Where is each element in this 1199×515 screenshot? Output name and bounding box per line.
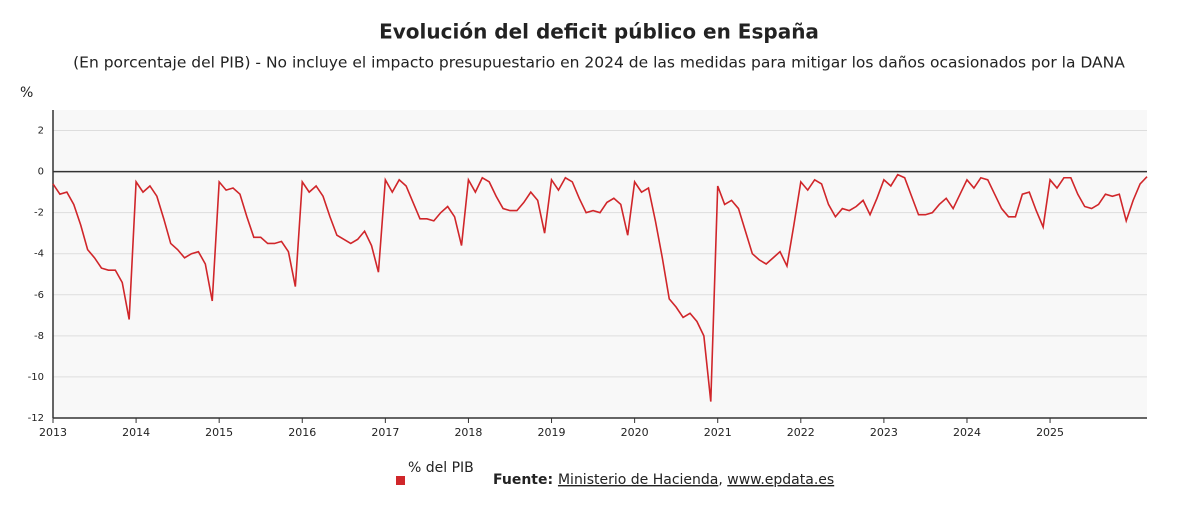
y-tick-label: -10: [28, 372, 44, 383]
data-line: [52, 173, 1148, 402]
x-tick-label: 2014: [122, 426, 150, 439]
y-tick-label: 0: [38, 167, 44, 178]
y-tick-label: -8: [34, 331, 44, 342]
y-tick-label: -2: [34, 208, 44, 219]
x-tick-label: 2015: [205, 426, 233, 439]
legend-swatch: [396, 476, 405, 485]
x-tick-label: 2019: [538, 426, 566, 439]
x-tick-label: 2024: [953, 426, 981, 439]
legend-label: % del PIB: [408, 460, 474, 476]
x-tick-label: 2023: [870, 426, 898, 439]
source-label: Fuente:: [493, 472, 553, 488]
source-site[interactable]: www.epdata.es: [727, 472, 834, 488]
y-tick-label: 2: [38, 126, 44, 137]
x-tick-label: 2020: [621, 426, 649, 439]
y-tick-label: -4: [34, 249, 44, 260]
x-tick-label: 2017: [371, 426, 399, 439]
source-label: Fuente: Ministerio de Hacienda, www.epda…: [493, 472, 834, 488]
y-axis-label: %: [20, 85, 33, 101]
chart-subtitle: (En porcentaje del PIB) - No incluye el …: [73, 54, 1125, 72]
plot-area: [53, 110, 1147, 418]
x-tick-label: 2016: [288, 426, 316, 439]
x-tick-label: 2013: [39, 426, 67, 439]
x-tick-label: 2025: [1036, 426, 1064, 439]
y-tick-label: -12: [28, 413, 44, 424]
x-tick-label: 2018: [454, 426, 482, 439]
x-tick-label: 2022: [787, 426, 815, 439]
x-tick-label: 2021: [704, 426, 732, 439]
chart-title: Evolución del deficit público en España: [379, 20, 819, 44]
source-name[interactable]: Ministerio de Hacienda: [558, 472, 718, 488]
y-tick-label: -6: [34, 290, 44, 301]
